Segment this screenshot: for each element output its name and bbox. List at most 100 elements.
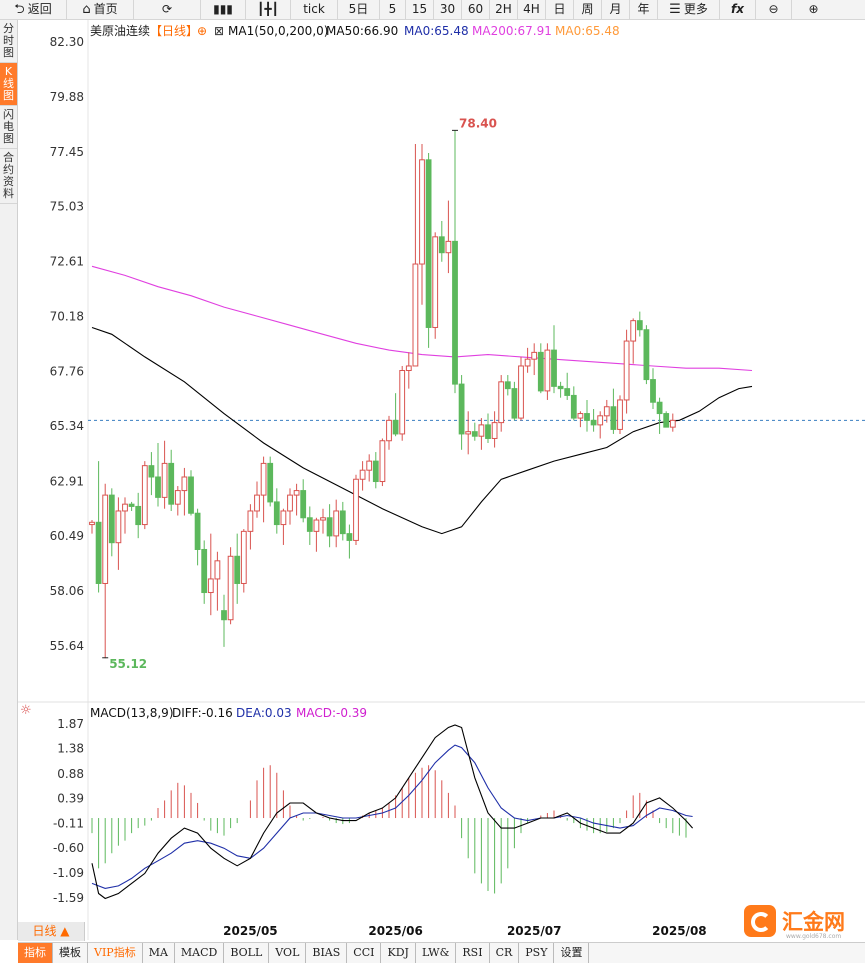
ma-config-icon[interactable]: ⊠ [214, 24, 224, 38]
macd-dea-label: DEA:0.03 [236, 706, 292, 720]
chart-type-button[interactable]: ▮▮▮ [201, 0, 246, 19]
period-5m-button[interactable]: 5 [380, 0, 406, 19]
date-axis-label: 2025/05 [223, 924, 277, 938]
candle-body [452, 240, 458, 385]
indicator-tab-kdj[interactable]: KDJ [381, 943, 416, 963]
zoom-out-icon: ⊖ [768, 2, 779, 16]
zoom-in-icon: ⊕ [808, 2, 819, 16]
macd-diff-label: DIFF:-0.16 [172, 706, 233, 720]
candle-body [333, 510, 340, 537]
period-dropdown[interactable]: 日线 ▲ [18, 922, 85, 941]
candlestick-icon: ┃╋┃ [257, 2, 279, 16]
candle-body [161, 462, 168, 498]
home-icon: ⌂ [82, 2, 91, 17]
refresh-button[interactable]: ⟳ [134, 0, 201, 19]
zoom-out-button[interactable]: ⊖ [756, 0, 792, 19]
period-60m-button[interactable]: 60 [462, 0, 490, 19]
candle-body [570, 394, 577, 419]
indicator-tab-rsi[interactable]: RSI [456, 943, 490, 963]
period-2h-button[interactable]: 2H [490, 0, 518, 19]
period-5d-button[interactable]: 5日 [338, 0, 380, 19]
sidebar-item-contract-info[interactable]: 合约资料 [0, 149, 17, 204]
candle-body [669, 419, 676, 428]
indicator-tab-ma[interactable]: MA [143, 943, 175, 963]
candle-body [89, 521, 95, 526]
price-tick-label: 60.49 [50, 529, 84, 543]
candle-body [531, 351, 538, 360]
candle-body [485, 424, 491, 439]
candle-body [590, 419, 597, 426]
candle-body [122, 503, 128, 512]
period-badge: 【日线】 [150, 24, 198, 38]
candle-body [247, 510, 254, 532]
candle-body [656, 401, 663, 415]
price-tick-label: 55.64 [50, 639, 84, 653]
indicator-tab-cci[interactable]: CCI [347, 943, 382, 963]
home-button[interactable]: ⌂ 首页 [67, 0, 134, 19]
refresh-icon: ⟳ [161, 2, 173, 16]
legend-ma: MA0:65.48 [404, 24, 469, 38]
indicator-tab-macd[interactable]: MACD [175, 943, 225, 963]
indicator-tab-psy[interactable]: PSY [519, 943, 555, 963]
indicator-tab-bias[interactable]: BIAS [306, 943, 348, 963]
candle-body [465, 431, 472, 435]
sidebar-item-kline[interactable]: K线图 [0, 63, 17, 106]
candle-body [630, 320, 637, 342]
macd-tick-label: 0.39 [57, 791, 84, 805]
candle-body [432, 236, 439, 328]
macd-tick-label: -0.11 [53, 817, 84, 831]
candle-body [511, 388, 518, 419]
period-30m-button[interactable]: 30 [434, 0, 462, 19]
sidebar-item-flash-chart[interactable]: 闪电图 [0, 106, 17, 149]
price-tick-label: 72.61 [50, 255, 84, 269]
candle-body [386, 419, 392, 442]
price-tick-label: 77.45 [50, 145, 84, 159]
zoom-in-button[interactable]: ⊕ [792, 0, 835, 19]
candle-body [366, 460, 373, 471]
price-tick-label: 79.88 [50, 90, 84, 104]
candle-body [359, 469, 366, 480]
indicator-tab-lw[interactable]: LW& [416, 943, 457, 963]
candle-body [577, 413, 584, 419]
macd-settings-icon[interactable]: ☼ [20, 703, 32, 718]
candle-body [491, 422, 498, 439]
logo-mark-icon [744, 905, 776, 937]
period-4h-button[interactable]: 4H [518, 0, 546, 19]
candle-body [419, 159, 425, 265]
date-axis-label: 2025/08 [652, 924, 706, 938]
dea-line [91, 744, 693, 889]
candle-body [610, 406, 617, 430]
indicator-tab-boll[interactable]: BOLL [224, 943, 270, 963]
period-week-button[interactable]: 周 [574, 0, 602, 19]
diff-line [91, 724, 694, 900]
candle-body [207, 578, 214, 594]
price-tick-label: 82.30 [50, 35, 84, 49]
gold678-logo: 汇金网 [744, 904, 845, 938]
add-indicator-icon[interactable]: ⊕ [197, 24, 207, 38]
indicator-tab-settings[interactable]: 设置 [554, 943, 590, 963]
macd-tick-label: 1.38 [57, 742, 84, 756]
candle-body [280, 510, 287, 526]
formula-button[interactable]: fx [720, 0, 756, 19]
period-day-button[interactable]: 日 [546, 0, 574, 19]
candle-body [227, 555, 234, 621]
period-15m-button[interactable]: 15 [406, 0, 434, 19]
left-sidebar: 分时图 K线图 闪电图 合约资料 [0, 20, 18, 940]
candle-body [102, 494, 109, 584]
indicator-tab-main[interactable]: 指标 [18, 943, 53, 963]
tick-button[interactable]: tick [291, 0, 338, 19]
candle-body [438, 236, 445, 254]
indicator-tab-vip[interactable]: VIP指标 [88, 943, 143, 963]
indicator-tab-vol[interactable]: VOL [269, 943, 307, 963]
indicator-tab-cr[interactable]: CR [490, 943, 520, 963]
logo-url: www.gold678.com [786, 933, 842, 940]
candle-style-button[interactable]: ┃╋┃ [246, 0, 291, 19]
more-button[interactable]: ☰ 更多 [658, 0, 720, 19]
back-button[interactable]: ⮌ 返回 [0, 0, 67, 19]
period-year-button[interactable]: 年 [630, 0, 658, 19]
period-month-button[interactable]: 月 [602, 0, 630, 19]
candle-body [293, 490, 300, 496]
indicator-tab-template[interactable]: 模板 [53, 943, 88, 963]
sidebar-item-timeshare[interactable]: 分时图 [0, 20, 17, 63]
